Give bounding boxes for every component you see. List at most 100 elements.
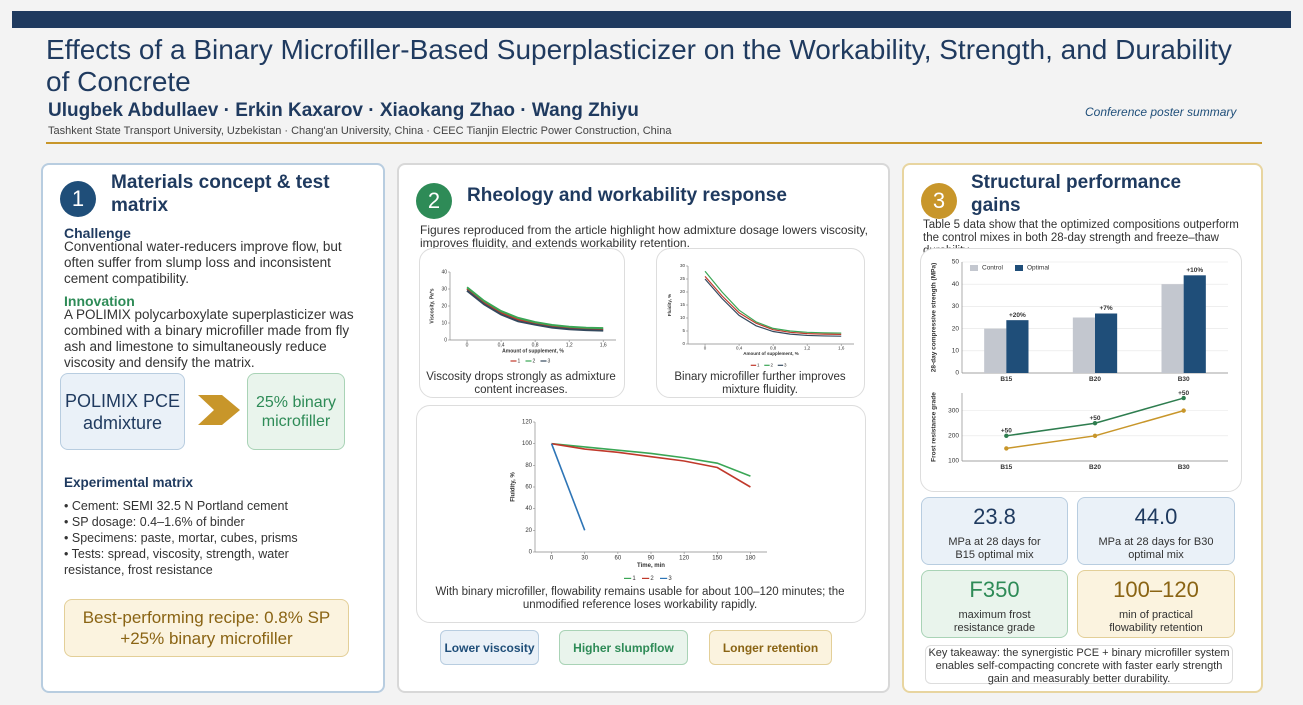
stat: 44.0 MPa at 28 days for B30 optimal mix (1077, 497, 1235, 565)
line (466, 286, 604, 330)
panel-heading: Structural performance gains (971, 172, 1182, 216)
line (550, 443, 586, 531)
figure: 0 5 10 15 20 25 30 0 0,4 0,8 1,2 1,6 Amount of suppl… (667, 263, 854, 367)
legend-label: 3 (548, 358, 551, 364)
intro: Figures reproduced from the article high… (420, 224, 868, 250)
y-tick-label: 20 (680, 289, 686, 294)
y-tick-label: 40 (952, 281, 960, 288)
stat-value: F350 (969, 577, 1020, 602)
caption: Viscosity drops strongly as admixture co… (426, 371, 616, 396)
panel-number: 2 (416, 183, 452, 219)
line (1006, 409, 1184, 450)
stat: 23.8 MPa at 28 days for B15 optimal mix (921, 497, 1068, 565)
y-tick-label: 15 (680, 302, 686, 307)
y-tick-label: 40 (525, 506, 532, 512)
bar (1095, 313, 1118, 373)
label: Experimental matrix (64, 475, 194, 490)
y-tick-label: 40 (441, 269, 447, 275)
y-tick-label: 10 (680, 315, 686, 320)
legend-label: 3 (784, 362, 787, 367)
x-tick-label: B20 (1089, 464, 1101, 471)
list-item: SP dosage: 0.4–1.6% of binder (64, 514, 344, 530)
y-tick-label: 0 (955, 370, 959, 377)
title: Effects of a Binary Microfiller-Based Su… (46, 34, 1232, 97)
stat-value: 23.8 (973, 504, 1016, 529)
flow-box: POLIMIX PCE admixture (60, 373, 185, 450)
x-tick-label: B20 (1089, 376, 1101, 383)
x-tick-label: 90 (648, 556, 655, 562)
list-item: Specimens: paste, mortar, cubes, prisms (64, 530, 344, 546)
y-tick-label: 30 (680, 263, 686, 268)
x-tick-label: 0,4 (498, 342, 505, 348)
text: A POLIMIX polycarboxylate superplasticiz… (64, 307, 354, 370)
recipe: Best-performing recipe: 0.8% SP +25% bin… (64, 599, 349, 657)
y-tick-label: 30 (952, 303, 960, 310)
y-tick-label: 25 (680, 276, 686, 281)
legend-label: 1 (518, 358, 521, 364)
legend-label: Control (982, 265, 1004, 272)
line (704, 278, 842, 337)
x-tick-label: 0,8 (770, 346, 777, 351)
x-tick-label: 150 (712, 556, 723, 562)
stat-label: min of practical flowability retention (1109, 609, 1203, 634)
y-tick-label: 10 (441, 320, 447, 326)
x-tick-label: B15 (1000, 376, 1012, 383)
list: Cement: SEMI 32.5 N Portland cementSP do… (64, 498, 344, 578)
y-tick-label: 0 (682, 341, 685, 346)
y-axis-label: 28-day compressive strength (MPa) (931, 263, 938, 372)
panel-number: 3 (921, 183, 957, 219)
x-tick-label: B15 (1000, 464, 1012, 471)
y-tick-label: 5 (682, 328, 685, 333)
y-tick-label: 20 (952, 325, 960, 332)
caption: Binary microfiller further improves mixt… (674, 371, 846, 396)
stat-label: MPa at 28 days for B30 optimal mix (1098, 536, 1214, 561)
x-tick-label: 0 (466, 342, 469, 348)
x-tick-label: 1,6 (838, 346, 845, 351)
y-tick-label: 300 (948, 407, 959, 414)
y-axis-label: Frost resistance grade (931, 392, 938, 462)
figure: 0 20 40 60 80 100 120 0 30 60 90 120 150 180 Time, min… (511, 420, 767, 582)
y-axis-label: Viscosity, Pa*s (429, 288, 435, 323)
text: Conventional water-reducers improve flow… (64, 239, 342, 286)
top-bar (12, 11, 1291, 28)
stat: 100–120 min of practical flowability rete… (1077, 570, 1235, 638)
y-tick-label: 0 (444, 337, 447, 343)
x-tick-label: 0 (550, 556, 554, 562)
legend-label: 3 (668, 576, 672, 582)
tag-pill: Higher slumpflow (559, 630, 688, 665)
legend-swatch (970, 265, 978, 271)
x-tick-label: B30 (1178, 376, 1190, 383)
stat-value: 44.0 (1134, 504, 1178, 529)
caption: With binary microfiller, flowability rem… (435, 586, 845, 611)
y-axis-label: Fluidity, % (667, 294, 672, 316)
line (466, 289, 604, 332)
y-axis-label: Fluidity, % (511, 472, 517, 502)
line (704, 276, 842, 335)
y-tick-label: 60 (525, 485, 532, 491)
x-axis-label: Amount of supplement, % (743, 351, 799, 356)
y-tick-label: 20 (525, 528, 532, 534)
y-tick-label: 120 (522, 420, 533, 426)
authors: Ulugbek Abdullaev · Erkin Kaxarov · Xiao… (48, 100, 639, 121)
stat-label: maximum frost resistance grade (953, 609, 1036, 634)
x-tick-label: 1,6 (600, 342, 607, 348)
flow-box: 25% binary microfiller (247, 373, 345, 450)
y-tick-label: 100 (522, 441, 533, 447)
figure: 0 10 20 30 40 50 B15 B20 B30 +20% +7% +10% 28-day co… (931, 259, 1228, 383)
tag-pill: Longer retention (709, 630, 832, 665)
line (1006, 397, 1184, 437)
y-tick-label: 0 (529, 550, 533, 556)
list-item: Tests: spread, viscosity, strength, wate… (64, 546, 344, 578)
stat-value: 100–120 (1113, 577, 1199, 602)
line (551, 442, 751, 488)
bar (1183, 275, 1206, 373)
legend-label: 1 (632, 576, 636, 582)
list-item: Cement: SEMI 32.5 N Portland cement (64, 498, 344, 514)
bar (984, 328, 1007, 373)
takeaway: Key takeaway: the synergistic PCE + bina… (925, 645, 1233, 685)
stat-label: MPa at 28 days for B15 optimal mix (948, 536, 1041, 561)
x-axis-label: Time, min (637, 563, 665, 569)
annotation: +50 (1001, 428, 1012, 435)
arrow-shape (198, 395, 240, 425)
